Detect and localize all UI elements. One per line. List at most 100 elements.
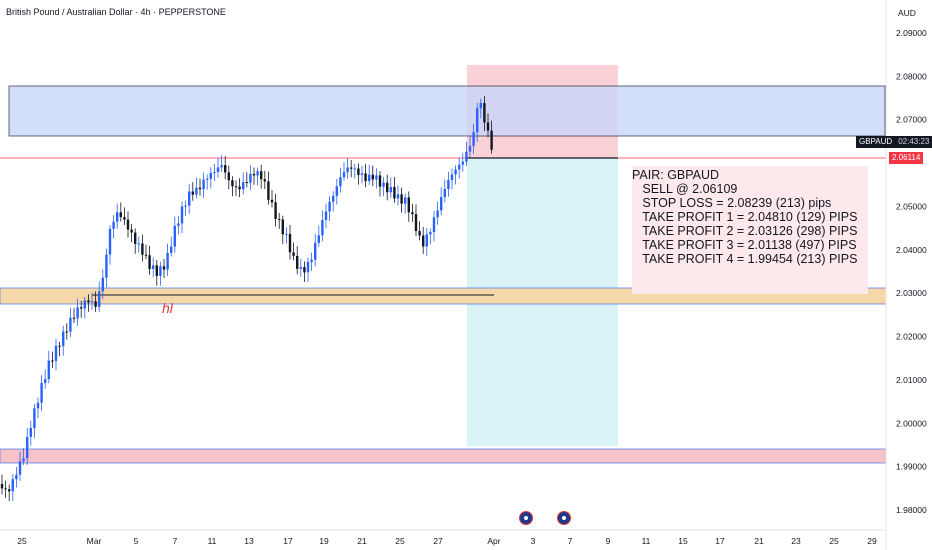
candle-body	[148, 255, 151, 270]
hl-label: hl	[162, 300, 173, 316]
price-tick-label: 2.09000	[896, 28, 927, 38]
trade-line: TAKE PROFIT 2 = 2.03126 (298) PIPS	[632, 224, 858, 238]
candle-body	[159, 266, 162, 276]
candle-body	[274, 202, 277, 219]
flag-icon[interactable]	[519, 511, 533, 525]
candle-body	[317, 235, 320, 243]
time-tick-label: 7	[568, 536, 573, 546]
price-tick-label: 2.08000	[896, 71, 927, 81]
time-tick-label: 19	[319, 536, 329, 546]
candle-body	[198, 187, 202, 190]
candle-body	[166, 252, 169, 270]
candle-body	[180, 206, 184, 224]
price-tick-label: 2.02000	[896, 332, 927, 342]
flag-icon[interactable]	[557, 511, 571, 525]
candle-body	[422, 235, 425, 247]
candle-body	[105, 254, 108, 278]
candle-body	[51, 360, 54, 362]
current-price-tag: 2.06114	[889, 152, 924, 164]
candle-body	[440, 197, 443, 211]
candle-body	[371, 174, 374, 180]
candle-body	[119, 212, 122, 218]
candle-body	[220, 165, 223, 168]
time-tick-label: Apr	[487, 536, 500, 546]
candle-body	[393, 186, 396, 199]
price-tick-label: 2.04000	[896, 245, 927, 255]
currency-label: AUD	[898, 8, 916, 18]
candle-body	[126, 219, 130, 230]
trade-line: TAKE PROFIT 1 = 2.04810 (129) PIPS	[632, 210, 858, 224]
candle-body	[303, 267, 306, 273]
time-tick-label: 15	[678, 536, 688, 546]
candle-body	[260, 171, 263, 180]
candle-body	[62, 331, 65, 347]
time-tick-label: 17	[283, 536, 293, 546]
candle-body	[321, 220, 324, 236]
candle-body	[306, 261, 310, 273]
candle-body	[476, 108, 479, 133]
candle-body	[98, 291, 101, 307]
candle-body	[429, 232, 432, 235]
candle-body	[465, 151, 468, 162]
time-tick-label: 21	[754, 536, 764, 546]
candle-body	[389, 186, 392, 193]
candle-body	[458, 164, 461, 170]
candle-body	[267, 181, 270, 200]
price-tick-label: 1.98000	[896, 505, 927, 515]
candle-body	[332, 195, 335, 202]
candle-body	[47, 360, 50, 380]
candle-body	[155, 265, 158, 276]
candle-body	[144, 254, 148, 256]
candle-body	[472, 132, 475, 146]
candle-body	[152, 265, 155, 270]
candle-body	[418, 231, 421, 236]
candle-body	[90, 301, 94, 303]
trade-line: STOP LOSS = 2.08239 (213) pips	[632, 196, 832, 210]
countdown-label: 02:43:23	[898, 137, 930, 146]
candle-body	[206, 178, 209, 180]
time-tick-label: 25	[829, 536, 839, 546]
price-axis[interactable]: 2.09000 2.08000 2.07000 2.05000 2.04000 2.030…	[896, 28, 927, 515]
candle-body	[162, 266, 166, 270]
time-tick-label: 23	[791, 536, 801, 546]
candle-body	[141, 243, 144, 255]
candle-body	[108, 228, 112, 255]
price-tick-label: 2.03000	[896, 288, 927, 298]
candle-body	[270, 199, 274, 203]
candle-body	[404, 197, 407, 204]
candle-body	[22, 458, 25, 462]
candle-body	[44, 379, 47, 384]
candle-body	[58, 345, 61, 347]
time-tick-label: Mar	[87, 536, 102, 546]
candle-body	[137, 243, 140, 245]
candle-body	[15, 474, 18, 480]
candle-body	[33, 408, 36, 428]
candle-body	[130, 229, 133, 233]
candle-body	[256, 171, 259, 176]
candle-body	[8, 489, 11, 492]
candle-body	[11, 479, 14, 492]
candle-body	[184, 205, 187, 207]
candle-body	[134, 232, 137, 244]
time-axis[interactable]: 25 Mar 5 7 11 13 17 19 21 25 27 Apr 3 7 9 11 15 17 21 23 25 2…	[17, 536, 877, 546]
candle-body	[87, 300, 90, 303]
price-tick-label: 2.00000	[896, 418, 927, 428]
candle-body	[483, 103, 486, 123]
chart-title: British Pound / Australian Dollar · 4h ·…	[6, 7, 226, 17]
candle-body	[288, 233, 292, 253]
candle-body	[69, 317, 72, 332]
trade-line: TAKE PROFIT 3 = 2.01138 (497) PIPS	[632, 238, 857, 252]
candle-body	[328, 201, 331, 212]
time-tick-label: 27	[433, 536, 443, 546]
candle-body	[368, 174, 371, 182]
candle-body	[396, 194, 400, 199]
candle-body	[490, 130, 493, 150]
candle-body	[292, 252, 295, 256]
candle-body	[414, 214, 418, 232]
candle-body	[400, 194, 403, 204]
candle-body	[76, 307, 79, 319]
trade-line: PAIR: GBPAUD	[632, 168, 720, 182]
candle-body	[234, 186, 238, 188]
candle-body	[378, 175, 382, 187]
candle-body	[29, 427, 32, 437]
